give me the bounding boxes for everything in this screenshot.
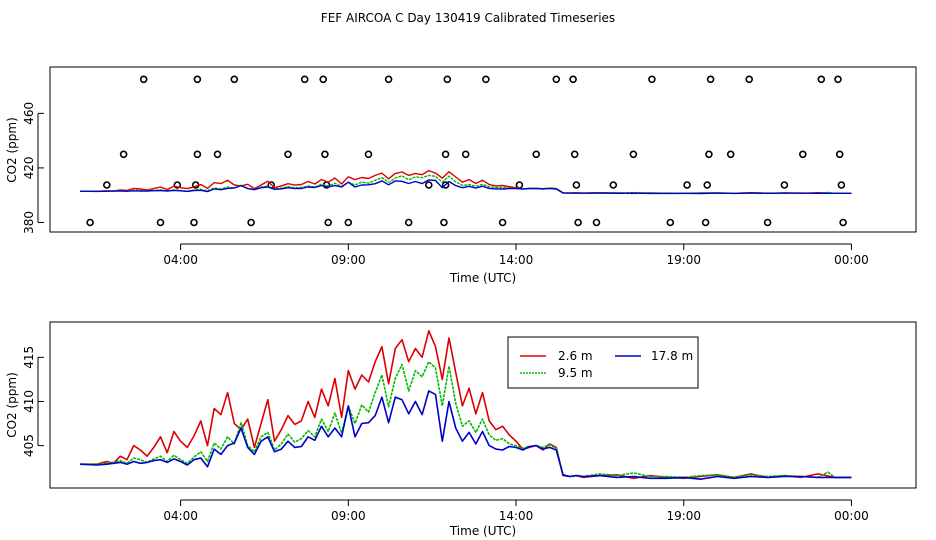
flag-point (706, 75, 715, 84)
bottom-x-tick-label: 09:00 (331, 509, 366, 523)
flag-point (300, 75, 309, 84)
top-y-tick-label: 460 (22, 102, 36, 125)
bottom-panel: 04:00 09:00 14:00 19:00 00:00 405 410 415 Time… (5, 321, 917, 538)
flag-point (703, 181, 712, 189)
flag-point (319, 75, 328, 84)
flag-point (726, 150, 735, 159)
top-y-tick-label: 380 (22, 211, 36, 234)
flag-point (213, 150, 222, 159)
flag-point (745, 75, 754, 84)
flag-point (461, 150, 470, 159)
flag-point (532, 150, 541, 159)
flag-point (817, 75, 826, 84)
flag-point (190, 218, 198, 227)
flag-point (705, 150, 713, 159)
flag-point (443, 75, 452, 84)
flag-point (666, 218, 675, 227)
top-y-tick-label: 420 (22, 156, 36, 179)
bottom-y-axis-title: CO2 (ppm) (5, 372, 19, 438)
top-x-axis: 04:00 09:00 14:00 19:00 00:00 (163, 243, 869, 267)
legend-label-9-5m: 9.5 m (558, 366, 593, 380)
flag-point (572, 181, 581, 189)
bottom-x-axis: 04:00 09:00 14:00 19:00 00:00 (163, 499, 869, 523)
top-flag-points (86, 75, 847, 227)
top-y-axis-title: CO2 (ppm) (5, 117, 19, 183)
flag-point (609, 181, 618, 189)
flag-point (837, 181, 846, 189)
flag-point (574, 218, 582, 227)
top-plot-frame (49, 66, 917, 233)
flag-point (629, 150, 638, 159)
flag-point (683, 181, 691, 189)
flag-point (156, 218, 165, 227)
top-x-tick-label: 09:00 (331, 253, 366, 267)
bottom-x-axis-title: Time (UTC) (449, 524, 516, 538)
flag-point (441, 150, 450, 159)
legend-label-17-8m: 17.8 m (651, 349, 693, 363)
flag-point (552, 75, 561, 84)
flag-point (364, 150, 373, 159)
flag-point (324, 218, 333, 227)
flag-point (119, 150, 128, 159)
bottom-y-tick-label: 410 (22, 390, 36, 413)
legend: 2.6 m 9.5 m 17.8 m (507, 336, 699, 389)
flag-point (404, 218, 413, 227)
legend-box (507, 336, 699, 389)
flag-point (570, 150, 579, 159)
flag-point (834, 75, 842, 84)
flag-point (798, 150, 807, 159)
flag-point (701, 218, 710, 227)
flag-point (139, 75, 148, 84)
flag-point (86, 218, 94, 227)
top-x-tick-label: 00:00 (834, 253, 869, 267)
top-y-axis: 380 420 460 (22, 102, 44, 234)
flag-point (384, 75, 393, 84)
flag-point (321, 150, 329, 159)
top-x-tick-label: 04:00 (163, 253, 198, 267)
flag-point (839, 218, 847, 227)
flag-point (515, 181, 524, 189)
bottom-x-tick-label: 19:00 (666, 509, 701, 523)
flag-point (247, 218, 255, 227)
chart-title: FEF AIRCOA C Day 130419 Calibrated Times… (321, 11, 615, 25)
bottom-x-tick-label: 00:00 (834, 509, 869, 523)
top-panel: 04:00 09:00 14:00 19:00 00:00 380 420 460 Time… (5, 66, 917, 285)
flag-point (103, 181, 111, 189)
flag-point (763, 218, 772, 227)
series-line-9-5-m (80, 360, 852, 479)
flag-point (835, 150, 844, 159)
top-x-tick-label: 14:00 (499, 253, 534, 267)
series-line-17-8-m (79, 390, 852, 481)
bottom-series-lines (79, 329, 852, 481)
flag-point (592, 218, 601, 227)
bottom-plot-frame (49, 321, 917, 489)
flag-point (173, 181, 182, 189)
flag-point (424, 181, 433, 189)
flag-point (230, 75, 239, 84)
legend-label-2-6m: 2.6 m (558, 349, 593, 363)
bottom-y-axis: 405 410 415 (22, 346, 44, 457)
flag-point (498, 218, 507, 227)
flag-point (193, 150, 202, 159)
top-series-line-17-8-m (79, 179, 852, 195)
top-x-tick-label: 19:00 (666, 253, 701, 267)
flag-point (648, 75, 656, 84)
top-series-lines (79, 169, 852, 195)
flag-point (284, 150, 292, 159)
flag-point (441, 181, 450, 189)
flag-point (482, 75, 490, 84)
top-x-axis-title: Time (UTC) (449, 271, 516, 285)
flag-point (780, 181, 789, 189)
flag-point (193, 75, 202, 84)
flag-point (344, 218, 353, 227)
flag-point (440, 218, 448, 227)
bottom-x-tick-label: 04:00 (163, 509, 198, 523)
flag-point (569, 75, 577, 84)
bottom-x-tick-label: 14:00 (499, 509, 534, 523)
bottom-y-tick-label: 405 (22, 434, 36, 457)
bottom-y-tick-label: 415 (22, 346, 36, 369)
